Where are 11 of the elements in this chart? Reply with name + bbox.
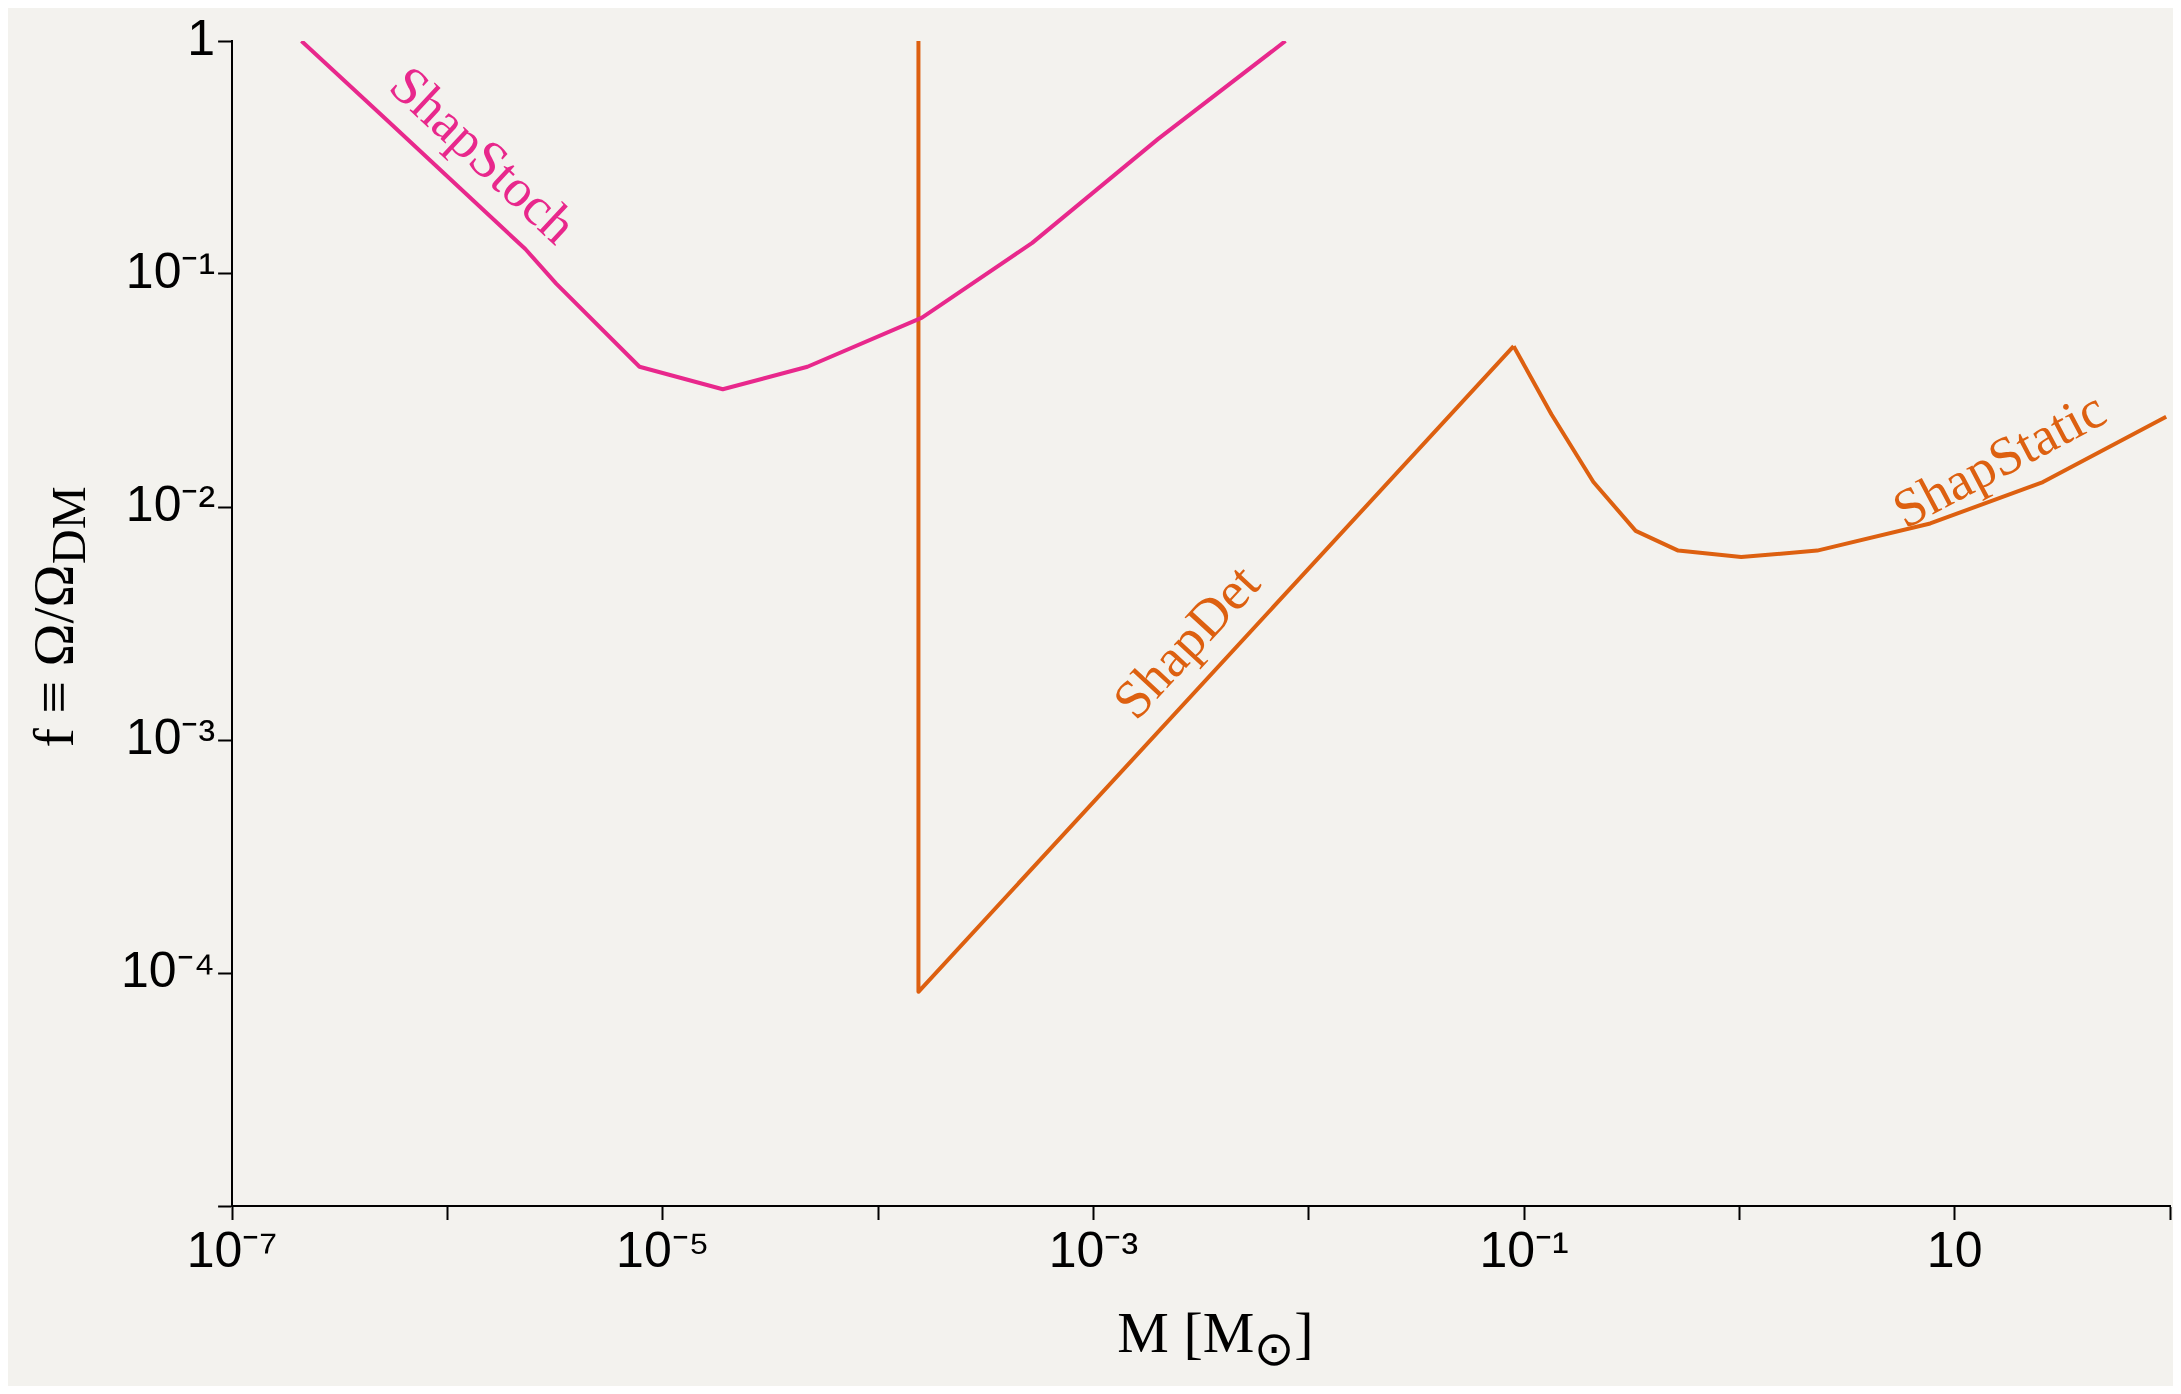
x-tick-label: 10	[1926, 1221, 1983, 1278]
y-tick-label: 10⁻³	[125, 708, 216, 765]
y-tick-label: 1	[187, 9, 216, 66]
y-tick-label: 10⁻¹	[125, 242, 216, 299]
x-tick-label: 10⁻⁵	[616, 1221, 710, 1278]
x-axis-title: M [M$_{⊙}$]	[1116, 1299, 1315, 1376]
x-tick-label: 10⁻³	[1048, 1221, 1139, 1278]
y-tick-label: 10⁻⁴	[120, 941, 216, 998]
x-tick-label: 10⁻⁷	[186, 1221, 278, 1278]
y-tick-label: 10⁻²	[125, 475, 216, 532]
x-tick-label: 10⁻¹	[1479, 1221, 1569, 1278]
